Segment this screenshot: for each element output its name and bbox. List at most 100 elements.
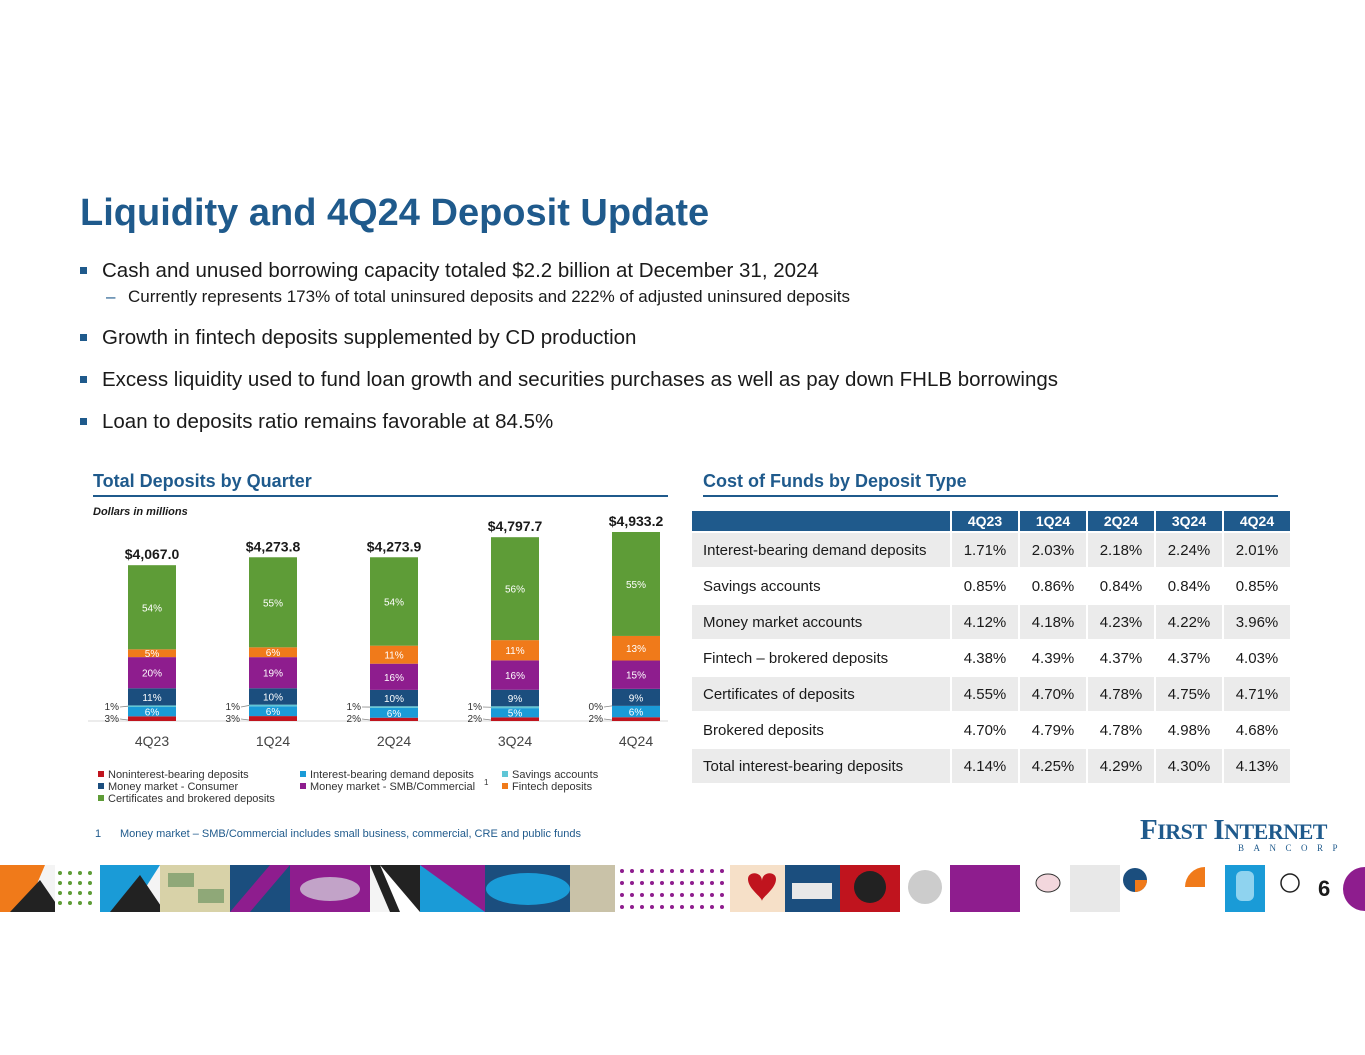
table-header-blank	[692, 511, 951, 532]
deposits-stacked-bar-chart: 3% 6% 1% 11% 20% 5% 54% $4,067.0 4Q23 3% 6% 1% 10% 19…	[88, 513, 668, 749]
bar-segment	[128, 705, 176, 707]
data-label: 6%	[629, 708, 644, 719]
decorative-banner	[0, 865, 1365, 912]
bar-segment	[491, 706, 539, 709]
bullet-list: Cash and unused borrowing capacity total…	[80, 258, 1280, 435]
section-divider	[703, 495, 1278, 497]
rate-cell: 0.84%	[1154, 567, 1223, 604]
bar-segment	[128, 716, 176, 721]
rate-cell: 4.23%	[1086, 603, 1155, 640]
legend-item: Money market - Consumer	[98, 781, 238, 793]
data-label: 10%	[263, 692, 283, 703]
rate-cell: 0.85%	[950, 567, 1019, 604]
bullet-item: Loan to deposits ratio remains favorable…	[80, 409, 1280, 435]
rate-cell: 4.03%	[1222, 639, 1290, 676]
data-label: 5%	[145, 649, 160, 660]
legend-swatch-icon	[300, 783, 306, 789]
x-tick-label: 1Q24	[256, 733, 290, 749]
data-label: 19%	[263, 669, 283, 680]
table-row: Total interest-bearing deposits 4.14% 4.25…	[692, 747, 1290, 783]
sub-bullet-item: – Currently represents 173% of total unin…	[80, 285, 1280, 309]
legend-item: Savings accounts	[502, 769, 598, 781]
rate-cell: 3.96%	[1222, 603, 1290, 640]
legend-item: Noninterest-bearing deposits	[98, 769, 249, 781]
bar-segment	[249, 657, 297, 689]
bar-segment	[370, 663, 418, 690]
row-label: Brokered deposits	[692, 711, 951, 748]
bullet-item: Growth in fintech deposits supplemented …	[80, 325, 1280, 351]
data-label: 9%	[629, 693, 644, 704]
rate-cell: 4.75%	[1154, 675, 1223, 712]
bar-segment	[370, 717, 418, 721]
bar-segment	[612, 635, 660, 661]
bar-segment	[370, 557, 418, 646]
data-label: 10%	[384, 694, 404, 705]
bar-segment	[491, 689, 539, 707]
footnote-text: Money market – SMB/Commercial includes s…	[120, 828, 581, 840]
rate-cell: 4.14%	[950, 747, 1019, 783]
rate-cell: 4.79%	[1018, 711, 1087, 748]
legend-item: Interest-bearing demand deposits	[300, 769, 474, 781]
bar-segment	[249, 557, 297, 648]
row-label: Total interest-bearing deposits	[692, 747, 951, 783]
bar-segment	[491, 660, 539, 690]
x-tick-label: 4Q23	[135, 733, 169, 749]
rate-cell: 4.78%	[1086, 675, 1155, 712]
data-label: 9%	[508, 694, 523, 705]
rate-cell: 4.30%	[1154, 747, 1223, 783]
x-tick-label: 4Q24	[619, 733, 653, 749]
bar-segment	[612, 717, 660, 721]
rate-cell: 0.86%	[1018, 567, 1087, 604]
bar-segment	[491, 717, 539, 721]
rate-cell: 4.25%	[1018, 747, 1087, 783]
rate-cell: 4.39%	[1018, 639, 1087, 676]
rate-cell: 2.24%	[1154, 531, 1223, 568]
row-label: Savings accounts	[692, 567, 951, 604]
data-label: 6%	[266, 648, 281, 659]
page-number: 6	[1318, 876, 1331, 901]
table-header-row: 4Q23 1Q24 2Q24 3Q24 4Q24	[692, 511, 1290, 532]
company-logo: FIRST INTERNET	[1140, 814, 1327, 846]
table-header-cell: 3Q24	[1154, 511, 1223, 532]
leader-line	[603, 718, 613, 721]
data-label: 55%	[626, 580, 646, 591]
rate-cell: 2.03%	[1018, 531, 1087, 568]
legend-item: Certificates and brokered deposits	[98, 793, 275, 805]
footnote: 1 Money market – SMB/Commercial includes …	[95, 828, 581, 840]
bar-segment	[491, 640, 539, 661]
bar-segment	[249, 704, 297, 707]
bar-total-label: $4,067.0	[125, 546, 180, 562]
data-label: 56%	[505, 585, 525, 596]
table-header-cell: 1Q24	[1018, 511, 1087, 532]
table-row: Brokered deposits 4.70% 4.79% 4.78% 4.98% 4.6…	[692, 711, 1290, 748]
bar-segment	[612, 532, 660, 636]
row-label: Certificates of deposits	[692, 675, 951, 712]
legend-swatch-icon	[98, 783, 104, 789]
bar-segment	[612, 705, 660, 718]
section-divider	[93, 495, 668, 497]
table-row: Interest-bearing demand deposits 1.71% 2.0…	[692, 531, 1290, 568]
bar-segment	[128, 688, 176, 706]
legend-swatch-icon	[300, 771, 306, 777]
leader-line	[361, 718, 371, 721]
rate-cell: 4.37%	[1086, 639, 1155, 676]
table-row: Savings accounts 0.85% 0.86% 0.84% 0.84% 0.85…	[692, 567, 1290, 604]
bullet-item: Excess liquidity used to fund loan growt…	[80, 367, 1280, 393]
bar-segment	[612, 660, 660, 689]
data-label: 54%	[142, 603, 162, 614]
data-label: 1%	[226, 702, 241, 713]
legend-swatch-icon	[502, 783, 508, 789]
legend-swatch-icon	[98, 795, 104, 801]
bar-segment	[370, 645, 418, 664]
rate-cell: 4.12%	[950, 603, 1019, 640]
rate-cell: 4.70%	[950, 711, 1019, 748]
leader-line	[603, 705, 613, 708]
units-note: Dollars in millions	[93, 506, 188, 518]
leader-line	[240, 718, 250, 721]
legend-swatch-icon	[502, 771, 508, 777]
rate-cell: 4.29%	[1086, 747, 1155, 783]
data-label: 3%	[226, 714, 241, 725]
bar-segment	[249, 688, 297, 705]
rate-cell: 4.70%	[1018, 675, 1087, 712]
leader-line	[119, 718, 129, 721]
